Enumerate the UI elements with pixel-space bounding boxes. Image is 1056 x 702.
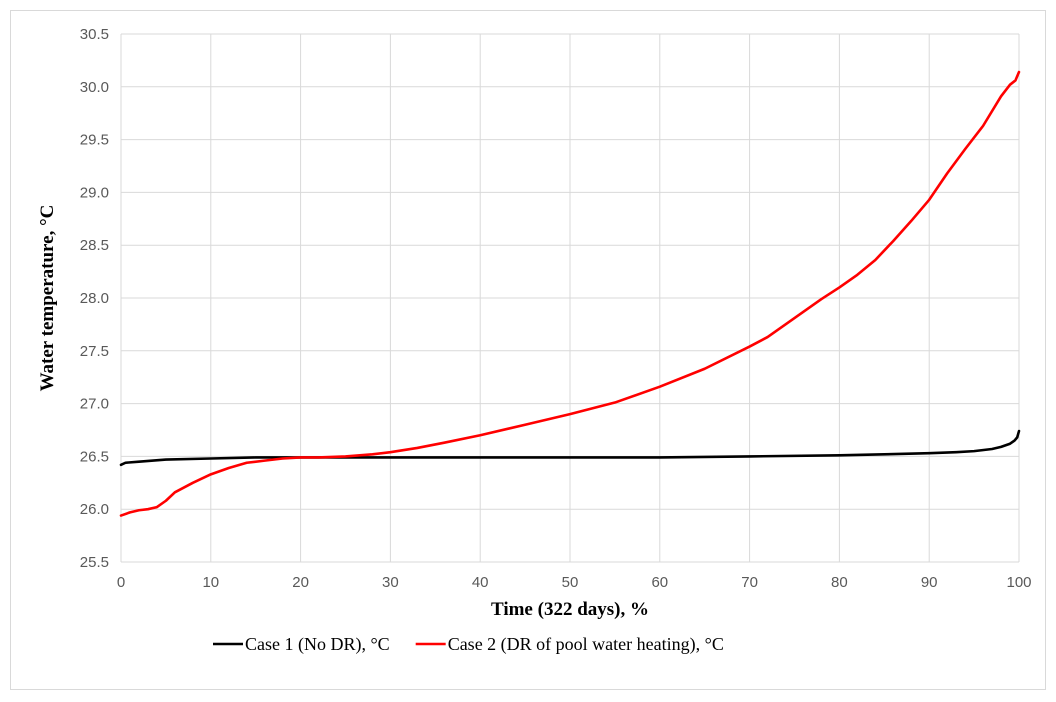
legend: Case 1 (No DR), °C Case 2 (DR of pool wat… — [213, 634, 724, 655]
y-tick-label: 27.5 — [80, 343, 109, 360]
x-tick-label: 90 — [921, 574, 938, 591]
line-chart: 0 10 20 30 40 50 60 70 80 90 100 25.5 26.0 26.5 27.0 27… — [37, 26, 1032, 655]
x-tick-label: 70 — [741, 574, 758, 591]
x-tick-label: 30 — [382, 574, 399, 591]
legend-item-case-1: Case 1 (No DR), °C — [213, 634, 390, 655]
gridlines — [120, 33, 1020, 563]
y-tick-label: 29.5 — [80, 132, 109, 149]
y-axis-title: Water temperature, °C — [37, 205, 58, 392]
x-tick-label: 20 — [292, 574, 309, 591]
tick-labels: 0 10 20 30 40 50 60 70 80 90 100 25.5 26.0 26.5 27.0 27… — [80, 26, 1032, 591]
x-tick-label: 40 — [472, 574, 489, 591]
series-line-case-1 — [119, 429, 1021, 467]
y-tick-label: 25.5 — [80, 554, 109, 571]
x-axis-title: Time (322 days), % — [491, 599, 649, 620]
y-tick-label: 27.0 — [80, 396, 109, 413]
series-line-case-2 — [119, 70, 1021, 517]
y-tick-label: 30.0 — [80, 79, 109, 96]
x-tick-label: 100 — [1006, 574, 1031, 591]
y-tick-label: 29.0 — [80, 184, 109, 201]
legend-item-case-2: Case 2 (DR of pool water heating), °C — [415, 634, 724, 655]
y-tick-label: 28.5 — [80, 237, 109, 254]
series-lines — [119, 70, 1021, 517]
x-tick-label: 80 — [831, 574, 848, 591]
x-tick-label: 60 — [651, 574, 668, 591]
legend-label: Case 2 (DR of pool water heating), °C — [448, 634, 724, 655]
x-tick-label: 0 — [117, 574, 125, 591]
legend-label: Case 1 (No DR), °C — [245, 634, 390, 655]
y-tick-label: 26.0 — [80, 501, 109, 518]
y-tick-label: 28.0 — [80, 290, 109, 307]
chart-frame: 0 10 20 30 40 50 60 70 80 90 100 25.5 26.0 26.5 27.0 27… — [10, 10, 1046, 690]
y-tick-label: 26.5 — [80, 448, 109, 465]
x-tick-label: 10 — [202, 574, 219, 591]
x-tick-label: 50 — [562, 574, 579, 591]
y-tick-label: 30.5 — [80, 26, 109, 43]
